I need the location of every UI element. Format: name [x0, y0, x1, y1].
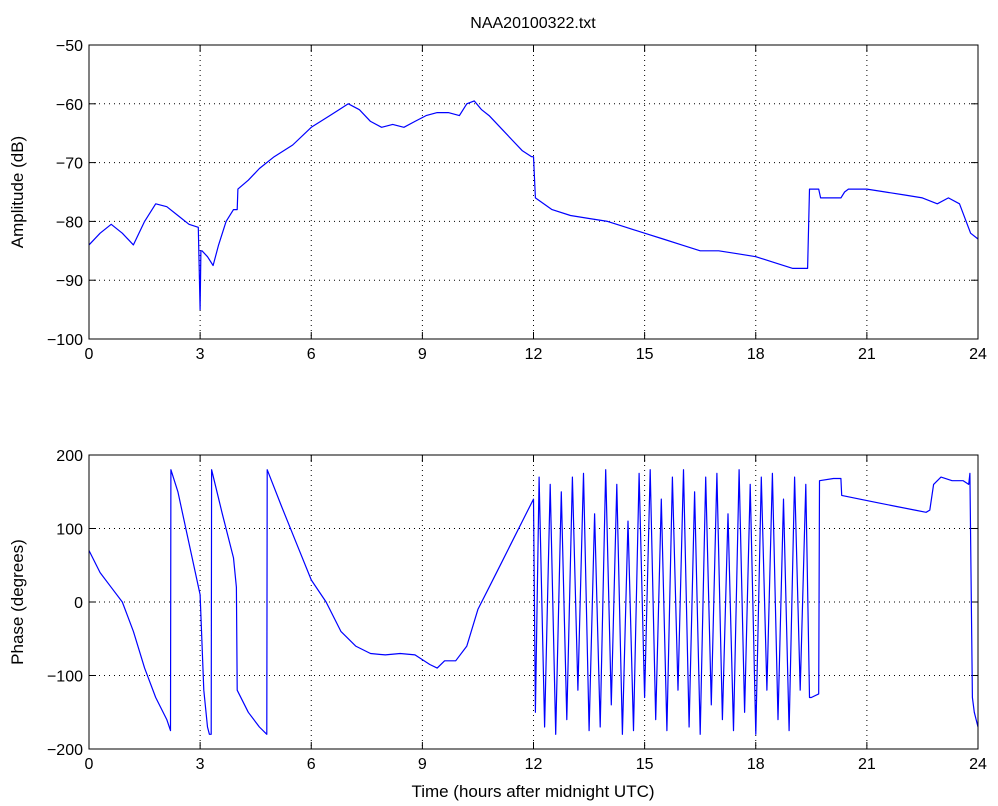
phase-ticks: 0 3 6 9 12 15 18 21 24 −200 −100 0 100 200: [47, 448, 987, 773]
amplitude-x-tick-label: 0: [85, 346, 94, 363]
amplitude-x-tick-label: 18: [747, 346, 765, 363]
phase-x-tick-label: 12: [525, 756, 543, 773]
amplitude-y-tick-label: −50: [56, 38, 83, 55]
amplitude-axes-frame: [88, 44, 979, 340]
amplitude-x-tick-label: 12: [525, 346, 543, 363]
phase-y-tick-label: 0: [74, 595, 83, 612]
amplitude-grid: [89, 45, 978, 339]
amplitude-series-line: [88, 100, 979, 311]
phase-x-tick-label: 24: [969, 756, 987, 773]
phase-y-axis-label: Phase (degrees): [8, 539, 27, 665]
amplitude-x-tick-label: 21: [858, 346, 876, 363]
phase-x-tick-label: 9: [418, 756, 427, 773]
amplitude-y-tick-label: −70: [56, 156, 83, 173]
phase-x-tick-label: 6: [307, 756, 316, 773]
phase-x-tick-label: 21: [858, 756, 876, 773]
phase-y-tick-label: 100: [56, 522, 83, 539]
amplitude-y-tick-label: −100: [47, 332, 83, 349]
amplitude-y-tick-label: −80: [56, 214, 83, 231]
phase-series-line: [88, 469, 979, 735]
phase-plot-area: [88, 469, 979, 735]
phase-grid: [89, 455, 978, 749]
phase-x-axis-label: Time (hours after midnight UTC): [411, 782, 654, 801]
amplitude-x-tick-label: 15: [636, 346, 654, 363]
phase-x-tick-label: 0: [85, 756, 94, 773]
phase-x-tick-label: 3: [196, 756, 205, 773]
phase-y-tick-label: 200: [56, 448, 83, 465]
chart-title: NAA20100322.txt: [470, 15, 596, 32]
amplitude-y-axis-label: Amplitude (dB): [8, 136, 27, 248]
amplitude-ticks: 0 3 6 9 12 15 18 21 24 −100 −90 −80 −70 −60 −50: [47, 38, 987, 363]
phase-x-tick-label: 18: [747, 756, 765, 773]
amplitude-axes: NAA20100322.txt Amplitude (dB) 0 3 6 9 12 15 1…: [8, 15, 987, 363]
amplitude-x-tick-label: 24: [969, 346, 987, 363]
amplitude-plot-area: [88, 100, 979, 311]
phase-x-tick-label: 15: [636, 756, 654, 773]
phase-axes: Time (hours after midnight UTC) Phase (d…: [8, 448, 987, 801]
phase-y-tick-label: −200: [47, 742, 83, 759]
amplitude-y-tick-label: −90: [56, 273, 83, 290]
amplitude-x-tick-label: 3: [196, 346, 205, 363]
phase-y-tick-label: −100: [47, 669, 83, 686]
amplitude-x-tick-label: 6: [307, 346, 316, 363]
amplitude-y-tick-label: −60: [56, 97, 83, 114]
amplitude-x-tick-label: 9: [418, 346, 427, 363]
phase-axes-frame: [88, 454, 979, 750]
